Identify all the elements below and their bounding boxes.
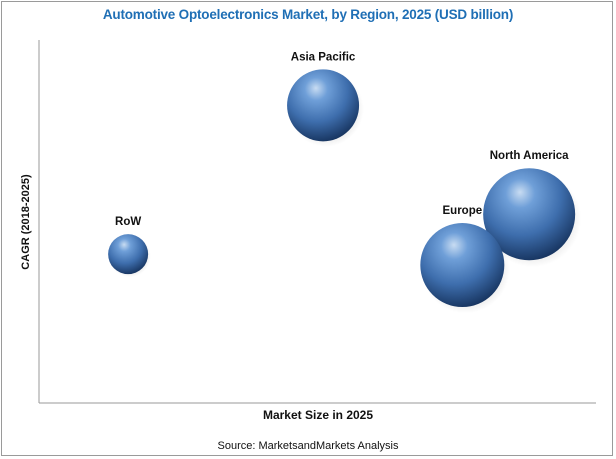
- bubble-row: RoW: [108, 216, 151, 278]
- bubble-label: North America: [490, 150, 569, 162]
- bubble-label: Asia Pacific: [291, 51, 356, 63]
- bubble-europe: Europe: [420, 205, 510, 314]
- bubble-label: Europe: [443, 205, 483, 217]
- bubble-layer: Asia Pacific North America Europe RoW: [108, 51, 582, 314]
- bubble-label: RoW: [115, 216, 141, 228]
- bubble-point: [483, 168, 576, 261]
- source-note: Source: MarketsandMarkets Analysis: [217, 440, 399, 452]
- y-axis-label: CAGR (2018-2025): [20, 174, 32, 270]
- bubble-point: [108, 234, 149, 275]
- bubble-north-america: North America: [483, 150, 582, 268]
- chart-title: Automotive Optoelectronics Market, by Re…: [102, 7, 514, 22]
- x-axis-label: Market Size in 2025: [263, 408, 373, 422]
- bubble-point: [420, 223, 505, 308]
- bubble-point: [287, 69, 360, 142]
- bubble-asia-pacific: Asia Pacific: [287, 51, 364, 147]
